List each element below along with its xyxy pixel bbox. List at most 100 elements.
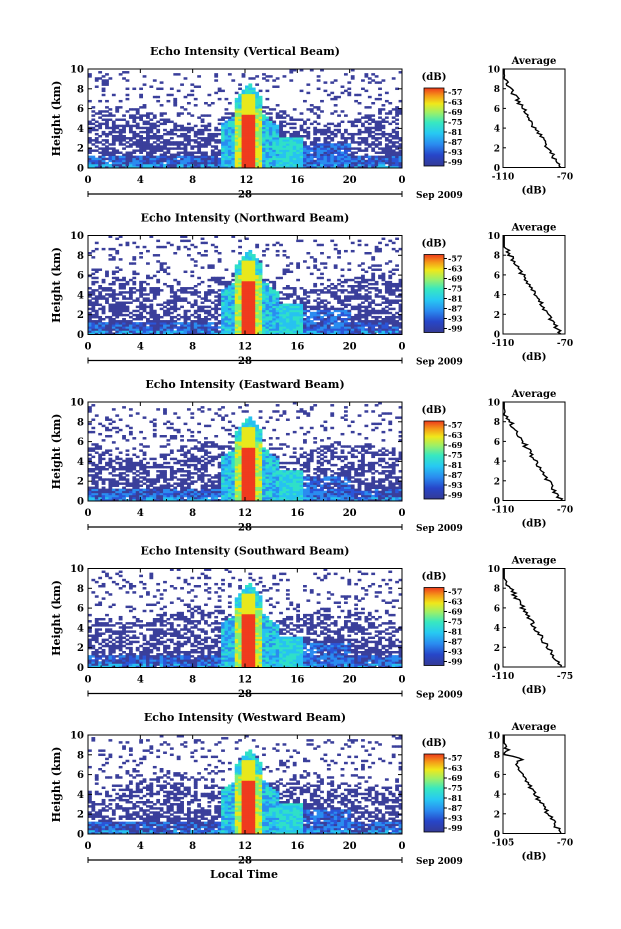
heatmap-cell	[91, 128, 96, 132]
heatmap-cell	[306, 149, 311, 152]
heatmap-cell	[88, 496, 92, 500]
heatmap-cell	[176, 318, 181, 321]
heatmap-cell	[108, 472, 113, 475]
heatmap-cell	[111, 126, 116, 130]
heatmap-cell	[255, 326, 260, 329]
heatmap-cell	[367, 303, 372, 307]
heatmap-cell	[388, 157, 393, 161]
heatmap-cell	[245, 137, 249, 140]
heatmap-cell	[296, 311, 301, 315]
heatmap-cell	[128, 414, 133, 417]
heatmap-cell	[292, 153, 297, 157]
heatmap-cell	[340, 322, 345, 325]
heatmap-cell	[292, 122, 297, 126]
xtick-label: 20	[343, 175, 357, 186]
heatmap-cell	[398, 247, 403, 251]
heatmap-cell	[391, 291, 396, 294]
heatmap-cell	[224, 139, 229, 142]
ytick-label: 6	[77, 271, 84, 282]
heatmap-cell	[241, 135, 246, 138]
heatmap-cell	[340, 132, 345, 136]
heatmap-cell	[248, 163, 253, 167]
heatmap-cell	[391, 282, 396, 286]
heatmap-cell	[115, 324, 120, 327]
heatmap-cell	[149, 126, 154, 130]
heatmap-cell	[258, 165, 263, 169]
heatmap-cell	[224, 309, 229, 313]
heatmap-cell	[251, 276, 256, 280]
heatmap-cell	[98, 157, 103, 161]
heatmap-cell	[367, 287, 372, 290]
heatmap-cell	[343, 322, 348, 325]
heatmap-cell	[98, 476, 103, 479]
heatmap-cell	[122, 406, 126, 409]
heatmap-cell	[125, 110, 130, 113]
heatmap-cell	[381, 322, 386, 325]
heatmap-cell	[279, 126, 283, 130]
heatmap-cell	[245, 309, 249, 313]
heatmap-cell	[176, 330, 181, 333]
heatmap-cell	[251, 313, 256, 317]
heatmap-cell	[139, 139, 144, 142]
heatmap-cell	[316, 243, 321, 247]
heatmap-cell	[265, 157, 270, 161]
heatmap-cell	[173, 291, 178, 294]
heatmap-cell	[111, 492, 116, 496]
heatmap-cell	[193, 328, 198, 331]
heatmap-cell	[251, 159, 256, 163]
heatmap-cell	[398, 330, 403, 333]
heatmap-cell	[340, 120, 345, 124]
heatmap-cell	[105, 330, 109, 333]
heatmap-cell	[313, 315, 318, 319]
heatmap-cell	[265, 89, 270, 93]
heatmap-cell	[234, 293, 239, 296]
heatmap-cell	[255, 328, 260, 331]
heatmap-cell	[132, 330, 137, 333]
heatmap-cell	[152, 135, 157, 138]
heatmap-cell	[258, 297, 263, 300]
heatmap-cell	[169, 295, 174, 298]
heatmap-cell	[149, 498, 154, 502]
heatmap-cell	[139, 93, 144, 97]
heatmap-cell	[398, 315, 403, 319]
heatmap-cell	[180, 490, 184, 494]
heatmap-cell	[94, 320, 99, 323]
heatmap-cell	[125, 307, 130, 311]
heatmap-cell	[94, 311, 99, 315]
heatmap-cell	[326, 328, 331, 331]
heatmap-cell	[354, 120, 359, 124]
heatmap-cell	[166, 484, 171, 487]
heatmap-cell	[115, 126, 120, 130]
heatmap-cell	[241, 161, 246, 165]
heatmap-cell	[289, 324, 294, 327]
heatmap-cell	[224, 149, 229, 152]
heatmap-cell	[299, 163, 304, 167]
heatmap-cell	[245, 282, 249, 286]
heatmap-cell	[241, 99, 246, 103]
heatmap-cell	[125, 488, 130, 492]
heatmap-cell	[190, 320, 195, 323]
heatmap-cell	[200, 322, 205, 325]
heatmap-cell	[292, 149, 297, 152]
heatmap-cell	[364, 332, 369, 335]
heatmap-cell	[330, 143, 335, 146]
heatmap-cell	[285, 163, 290, 167]
heatmap-cell	[309, 108, 314, 111]
heatmap-cell	[262, 311, 266, 315]
heatmap-cell	[135, 324, 140, 327]
heatmap-cell	[115, 305, 120, 309]
heatmap-cell	[111, 159, 116, 163]
heatmap-cell	[128, 278, 133, 282]
heatmap-cell	[193, 124, 198, 128]
heatmap-cell	[118, 461, 123, 465]
heatmap-cell	[98, 328, 103, 331]
heatmap-cell	[262, 320, 266, 323]
heatmap-cell	[91, 328, 96, 331]
heatmap-cell	[296, 326, 301, 329]
heatmap-cell	[224, 318, 229, 321]
heatmap-cell	[265, 305, 270, 309]
heatmap-cell	[354, 276, 359, 280]
heatmap-cell	[258, 114, 263, 117]
heatmap-cell	[94, 490, 99, 494]
heatmap-cell	[309, 141, 314, 144]
